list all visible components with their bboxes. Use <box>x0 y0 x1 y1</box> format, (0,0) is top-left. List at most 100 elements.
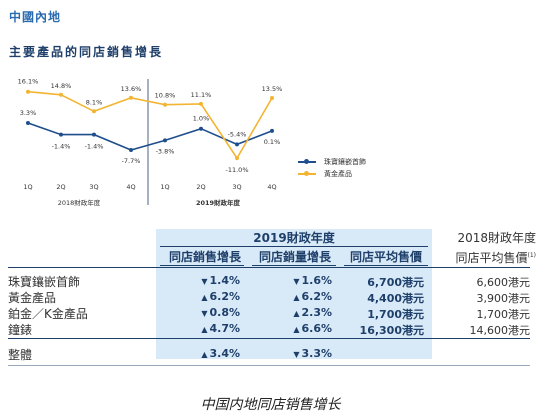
x-tick-label: 1Q <box>160 183 169 191</box>
data-point <box>235 142 239 147</box>
x-tick-label: 4Q <box>126 183 135 191</box>
up-triangle-icon: ▲ <box>201 325 208 334</box>
sales-growth-value: 4.7% <box>209 322 240 335</box>
prev-asp-cell: 14,600港元 <box>469 324 531 337</box>
sales-growth-value: 6.2% <box>209 290 240 303</box>
volume-growth-cell: ▼ 1.6% <box>250 274 332 287</box>
data-point <box>129 95 133 100</box>
up-triangle-icon: ▲ <box>201 293 208 302</box>
sales-growth-value: 1.4% <box>209 274 240 287</box>
footnote-marker: (1) <box>527 252 537 259</box>
x-tick-label: 1Q <box>23 183 32 191</box>
sales-growth-cell: ▼ 0.8% <box>160 306 240 319</box>
series-line-1 <box>27 90 273 160</box>
data-label: 0.1% <box>264 138 281 146</box>
legend-swatch-jewellery <box>298 158 316 166</box>
chart-legend: 珠寶鑲嵌首飾 黃金產品 <box>298 156 366 180</box>
total-volume-growth: ▼ 3.3% <box>250 347 332 360</box>
sales-growth-cell: ▲ 6.2% <box>160 290 240 303</box>
data-label: -1.4% <box>52 143 71 151</box>
fy2018-header-line2: 同店平均售價(1) <box>436 247 536 267</box>
data-label: -7.7% <box>122 157 141 165</box>
up-triangle-icon: ▲ <box>293 309 300 318</box>
volume-growth-value: 2.3% <box>301 306 332 319</box>
legend-item-jewellery: 珠寶鑲嵌首飾 <box>298 156 366 168</box>
data-point <box>199 101 203 106</box>
up-triangle-icon: ▲ <box>293 325 300 334</box>
volume-growth-cell: ▲ 2.3% <box>250 306 332 319</box>
row-label: 鐘錶 <box>8 323 33 337</box>
asp-cell: 1,700港元 <box>367 308 424 321</box>
prev-asp-cell: 6,600港元 <box>476 276 531 289</box>
total-sales-growth: ▲ 3.4% <box>160 347 240 360</box>
fy2018-header: 2018財政年度 同店平均售價(1) <box>436 229 536 267</box>
down-triangle-icon: ▼ <box>201 277 208 286</box>
volume-growth-value: 6.6% <box>301 322 332 335</box>
region-title: 中國內地 <box>9 10 62 24</box>
table-bottom-divider <box>8 365 530 366</box>
down-triangle-icon: ▼ <box>201 309 208 318</box>
row-label: 鉑金／K金產品 <box>8 307 88 321</box>
col-header-underline <box>344 265 428 266</box>
col-header-asp: 同店平均售價 <box>349 250 422 264</box>
data-label: 14.8% <box>51 82 72 90</box>
data-point <box>163 138 167 143</box>
data-label: 10.8% <box>155 92 176 100</box>
total-sales-arrow-icon: ▲ <box>201 350 208 359</box>
col-header-ssvg: 同店銷量增長 <box>258 250 331 264</box>
fy2018-header-line1: 2018財政年度 <box>457 231 536 245</box>
sales-growth-value: 0.8% <box>209 306 240 319</box>
asp-cell: 4,400港元 <box>367 292 424 305</box>
table-header-divider <box>8 267 530 268</box>
data-label: -11.0% <box>226 166 249 174</box>
data-point <box>199 126 203 131</box>
group-underline <box>160 246 428 247</box>
total-divider <box>8 338 530 339</box>
data-point <box>129 148 133 152</box>
col-header-sssg: 同店銷售增長 <box>168 250 241 264</box>
x-tick-label: 4Q <box>267 183 276 191</box>
data-point <box>59 92 63 97</box>
data-point <box>59 132 63 137</box>
data-label: -3.8% <box>156 147 175 155</box>
data-label: -5.4% <box>228 130 247 138</box>
fy2019-column-band <box>156 229 432 359</box>
data-point <box>163 102 167 107</box>
x-tick-label: 3Q <box>232 183 241 191</box>
row-label: 珠寶鑲嵌首飾 <box>8 275 81 289</box>
data-point <box>235 156 239 161</box>
sales-growth-cell: ▲ 4.7% <box>160 322 240 335</box>
data-point <box>92 132 96 137</box>
legend-label-jewellery: 珠寶鑲嵌首飾 <box>324 158 366 166</box>
data-label: 3.3% <box>20 109 37 117</box>
data-point <box>270 128 274 133</box>
col-header-underline <box>252 265 336 266</box>
data-label: 16.1% <box>18 78 39 86</box>
data-point <box>270 96 274 100</box>
volume-growth-cell: ▲ 6.6% <box>250 322 332 335</box>
data-label: 13.5% <box>262 85 283 93</box>
sales-growth-cell: ▼ 1.4% <box>160 274 240 287</box>
row-label: 黃金產品 <box>8 291 57 305</box>
total-sales-value: 3.4% <box>209 347 240 360</box>
figure-caption: 中国内地同店销售增长 <box>200 397 341 413</box>
total-volume-arrow-icon: ▼ <box>293 350 300 359</box>
asp-cell: 6,700港元 <box>367 276 424 289</box>
group-label-fy2018: 2018財政年度 <box>58 198 101 207</box>
fy2019-group-title: 2019財政年度 <box>253 231 335 245</box>
legend-item-gold: 黃金產品 <box>298 168 366 180</box>
volume-growth-value: 6.2% <box>301 290 332 303</box>
x-tick-label: 2Q <box>56 183 65 191</box>
prev-asp-cell: 3,900港元 <box>476 292 531 305</box>
group-label-fy2019: 2019財政年度 <box>196 198 241 207</box>
prev-asp-cell: 1,700港元 <box>476 308 531 321</box>
series-line-0 <box>27 122 273 151</box>
down-triangle-icon: ▼ <box>293 277 300 286</box>
asp-cell: 16,300港元 <box>359 324 424 337</box>
fy2018-header-label: 同店平均售價 <box>455 251 528 265</box>
legend-swatch-gold <box>298 170 316 178</box>
volume-growth-cell: ▲ 6.2% <box>250 290 332 303</box>
line-chart: 3.3% -1.4% -1.4% -7.7% -3.8% 1.0% -5.4% 0.1% 16.… <box>18 78 283 207</box>
total-volume-value: 3.3% <box>301 347 332 360</box>
data-label: -1.4% <box>85 143 104 151</box>
